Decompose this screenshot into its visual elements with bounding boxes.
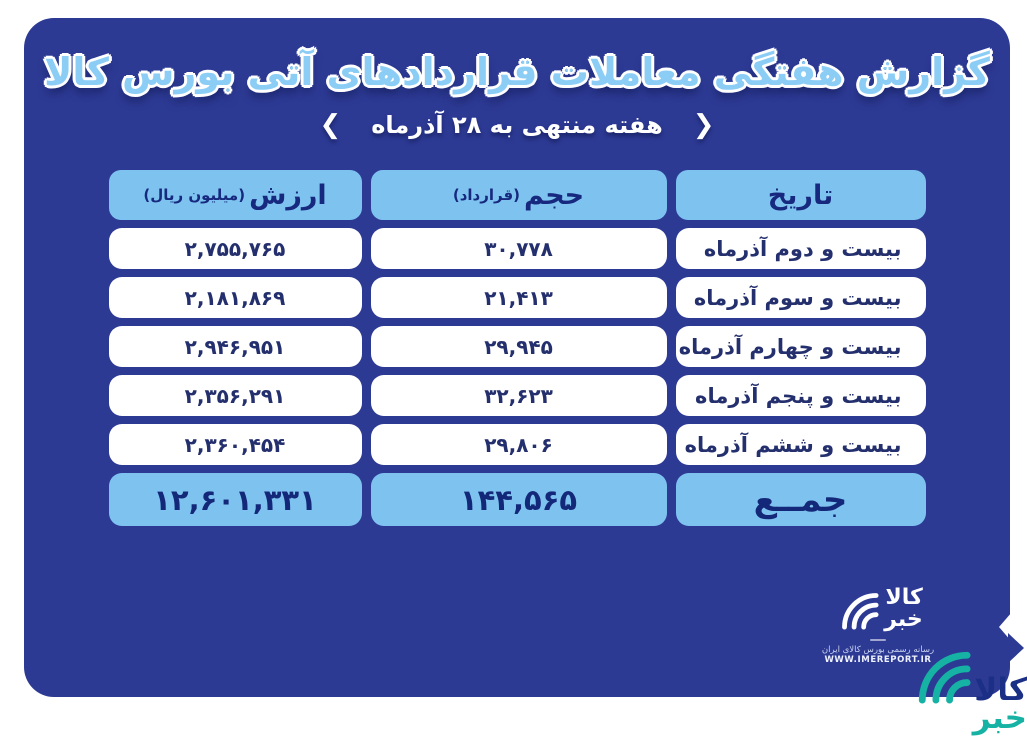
logo-wordmark: کالا خبر [884,584,923,632]
logo-tagline: رسانه رسمی بورس کالای ایران [821,645,935,655]
watermark-word-bottom: خبر [972,699,1027,736]
row-date: بیست و سوم آذرماه [675,277,926,318]
report-table: تاریخ حجم (قرارداد) ارزش (میلیون ریال) ب… [108,170,926,526]
subtitle-text: هفته منتهی به ۲۸ آذرماه [371,111,663,139]
row-value: ۲,۹۴۶,۹۵۱ [108,326,362,367]
broadcast-arcs-icon [833,584,879,634]
angle-bracket-right-icon: ❮ [692,110,715,140]
watermark-wordmark: کالا خبر [972,672,1027,736]
row-volume: ۲۹,۸۰۶ [370,424,667,465]
header-value-label: ارزش [249,179,327,211]
row-volume: ۲۱,۴۱۳ [370,277,667,318]
header-volume-unit: (قرارداد) [452,186,521,204]
imereport-logo: کالا خبر رسانه رسمی بورس کالای ایران WWW… [808,584,948,665]
logo-website: WWW.IMEREPORT.IR [824,655,932,665]
row-volume: ۳۲,۶۲۳ [370,375,667,416]
angle-bracket-left-icon: ❯ [319,110,342,140]
logo-word-top: کالا [885,584,923,610]
logo-mark: کالا خبر [808,584,948,634]
row-date: بیست و دوم آذرماه [675,228,926,269]
row-value: ۲,۷۵۵,۷۶۵ [108,228,362,269]
logo-divider [870,639,886,641]
header-cell-value: ارزش (میلیون ریال) [108,170,362,220]
row-date: بیست و ششم آذرماه [675,424,926,465]
header-date-label: تاریخ [767,179,834,211]
report-subtitle: ❮ هفته منتهی به ۲۸ آذرماه ❯ [24,110,1010,140]
header-volume-label: حجم [524,179,585,211]
corner-watermark-logo: کالا خبر [893,626,1027,734]
row-value: ۲,۱۸۱,۸۶۹ [108,277,362,318]
logo-word-bottom: خبر [884,607,923,632]
row-value: ۲,۳۵۶,۲۹۱ [108,375,362,416]
header-cell-volume: حجم (قرارداد) [370,170,667,220]
total-volume: ۱۴۴,۵۶۵ [370,473,667,526]
total-label: جمــع [675,473,926,526]
report-card: گزارش هفتگی معاملات قراردادهای آتی بورس … [24,18,1010,697]
header-cell-date: تاریخ [675,170,926,220]
row-volume: ۳۰,۷۷۸ [370,228,667,269]
row-volume: ۲۹,۹۴۵ [370,326,667,367]
row-date: بیست و چهارم آذرماه [675,326,926,367]
row-value: ۲,۳۶۰,۴۵۴ [108,424,362,465]
page-title: گزارش هفتگی معاملات قراردادهای آتی بورس … [44,50,991,94]
total-value: ۱۲,۶۰۱,۳۳۱ [108,473,362,526]
watermark-word-top: کالا [974,672,1027,709]
header-value-unit: (میلیون ریال) [143,186,246,204]
row-date: بیست و پنجم آذرماه [675,375,926,416]
